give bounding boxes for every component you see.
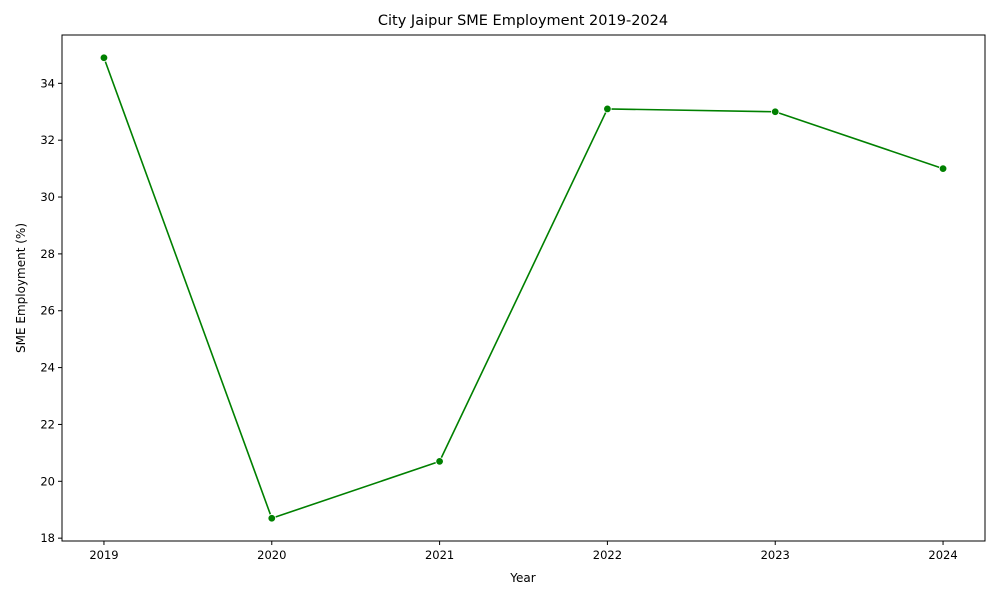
data-point bbox=[938, 164, 948, 173]
series-layer bbox=[99, 53, 948, 523]
y-tick-label: 26 bbox=[40, 304, 55, 318]
y-axis-label: SME Employment (%) bbox=[14, 223, 28, 353]
data-point bbox=[771, 107, 780, 116]
data-point bbox=[435, 457, 444, 466]
y-tick-label: 20 bbox=[40, 474, 55, 488]
y-tick-label: 32 bbox=[40, 133, 55, 147]
y-axis: 18 20 22 24 26 28 30 32 34 bbox=[40, 76, 62, 545]
series-line bbox=[103, 57, 944, 520]
x-tick-label: 2019 bbox=[89, 548, 118, 562]
x-axis: 2019 2020 2021 2022 2023 2024 bbox=[89, 541, 958, 562]
x-tick-label: 2023 bbox=[761, 548, 790, 562]
y-tick-label: 18 bbox=[40, 531, 55, 545]
x-tick-label: 2020 bbox=[257, 548, 286, 562]
x-tick-label: 2024 bbox=[928, 548, 957, 562]
data-point bbox=[267, 514, 276, 523]
x-axis-label: Year bbox=[509, 571, 535, 585]
x-tick-label: 2022 bbox=[593, 548, 622, 562]
chart-title: City Jaipur SME Employment 2019-2024 bbox=[378, 13, 668, 29]
x-tick-label: 2021 bbox=[425, 548, 454, 562]
y-tick-label: 22 bbox=[40, 417, 55, 431]
y-tick-label: 30 bbox=[40, 190, 55, 204]
plot-frame bbox=[61, 34, 986, 542]
data-point bbox=[99, 53, 109, 62]
y-tick-label: 34 bbox=[40, 76, 55, 90]
y-tick-label: 28 bbox=[40, 247, 55, 261]
data-point bbox=[603, 104, 612, 114]
y-tick-label: 24 bbox=[40, 361, 55, 375]
